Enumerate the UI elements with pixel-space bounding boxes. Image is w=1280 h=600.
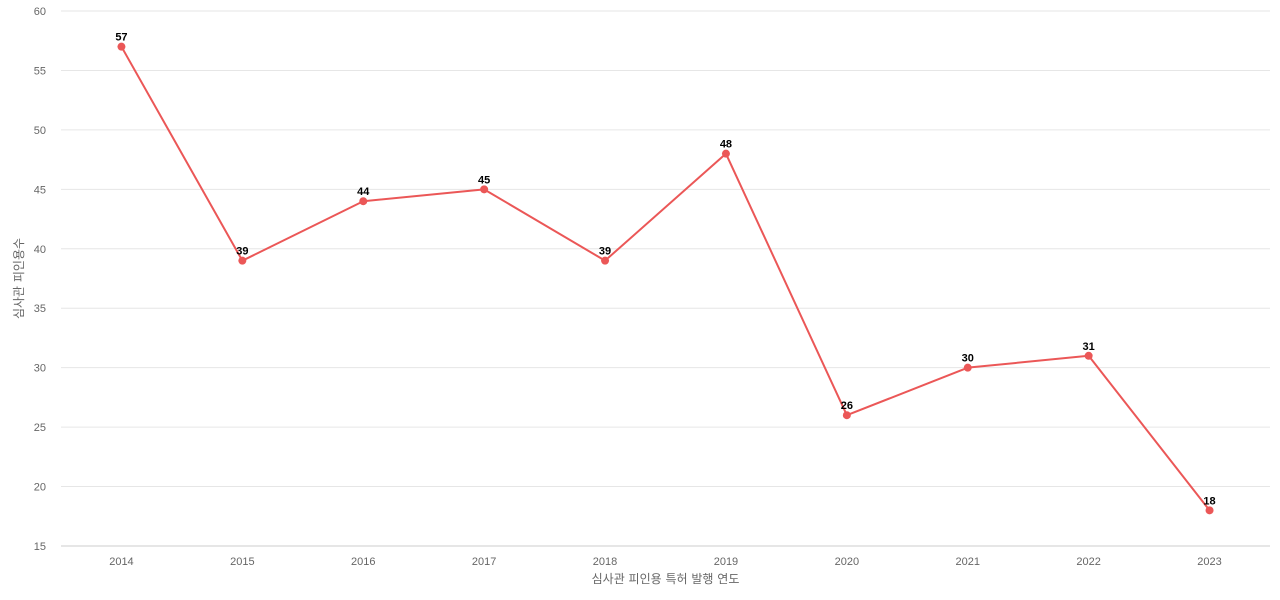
y-tick-label: 20 <box>34 482 46 494</box>
x-tick-label: 2023 <box>1197 556 1221 568</box>
data-label-2016: 44 <box>357 186 370 198</box>
data-label-2020: 26 <box>841 400 853 412</box>
y-tick-label: 45 <box>34 184 46 196</box>
data-point-2016[interactable] <box>359 197 368 206</box>
y-tick-label: 30 <box>34 363 46 375</box>
y-tick-label: 40 <box>34 244 46 256</box>
y-tick-label: 25 <box>34 422 46 434</box>
x-tick-label: 2019 <box>714 556 738 568</box>
data-label-2021: 30 <box>962 353 974 365</box>
x-tick-label: 2022 <box>1076 556 1100 568</box>
x-tick-label: 2016 <box>351 556 375 568</box>
data-label-2017: 45 <box>478 174 490 186</box>
x-tick-label: 2021 <box>956 556 980 568</box>
gridlines <box>61 10 1270 547</box>
x-tick-label: 2014 <box>109 556 133 568</box>
x-axis: 2014 2015 2016 2017 2018 2019 2020 2021 2022 2023 <box>109 556 1222 568</box>
x-tick-label: 2015 <box>230 556 254 568</box>
data-label-2014: 57 <box>115 32 127 44</box>
data-point-2021[interactable] <box>963 363 972 372</box>
y-tick-label: 60 <box>34 6 46 18</box>
data-point-2020[interactable] <box>842 411 851 420</box>
series: 57 39 44 45 39 48 26 30 31 18 <box>115 32 1216 515</box>
data-point-2015[interactable] <box>238 256 247 265</box>
data-label-2019: 48 <box>720 139 732 151</box>
x-axis-title: 심사관 피인용 특허 발행 연도 <box>592 571 740 586</box>
data-point-2014[interactable] <box>117 42 126 51</box>
data-label-2022: 31 <box>1083 341 1095 353</box>
y-tick-label: 55 <box>34 65 46 77</box>
data-point-2019[interactable] <box>721 149 730 158</box>
data-label-2015: 39 <box>236 246 248 258</box>
y-tick-label: 50 <box>34 125 46 137</box>
series-line <box>120 45 1211 512</box>
data-point-2018[interactable] <box>601 256 610 265</box>
y-axis: 15 20 25 30 35 40 45 50 55 60 <box>34 6 46 553</box>
data-label-2018: 39 <box>599 246 611 258</box>
x-tick-label: 2017 <box>472 556 496 568</box>
data-point-2022[interactable] <box>1084 351 1093 360</box>
x-tick-label: 2020 <box>835 556 859 568</box>
data-point-2023[interactable] <box>1205 506 1214 515</box>
x-tick-label: 2018 <box>593 556 617 568</box>
y-tick-label: 35 <box>34 303 46 315</box>
y-axis-title: 심사관 피인용수 <box>12 238 26 319</box>
data-point-2017[interactable] <box>480 185 489 194</box>
y-tick-label: 15 <box>34 541 46 553</box>
data-label-2023: 18 <box>1203 495 1215 507</box>
